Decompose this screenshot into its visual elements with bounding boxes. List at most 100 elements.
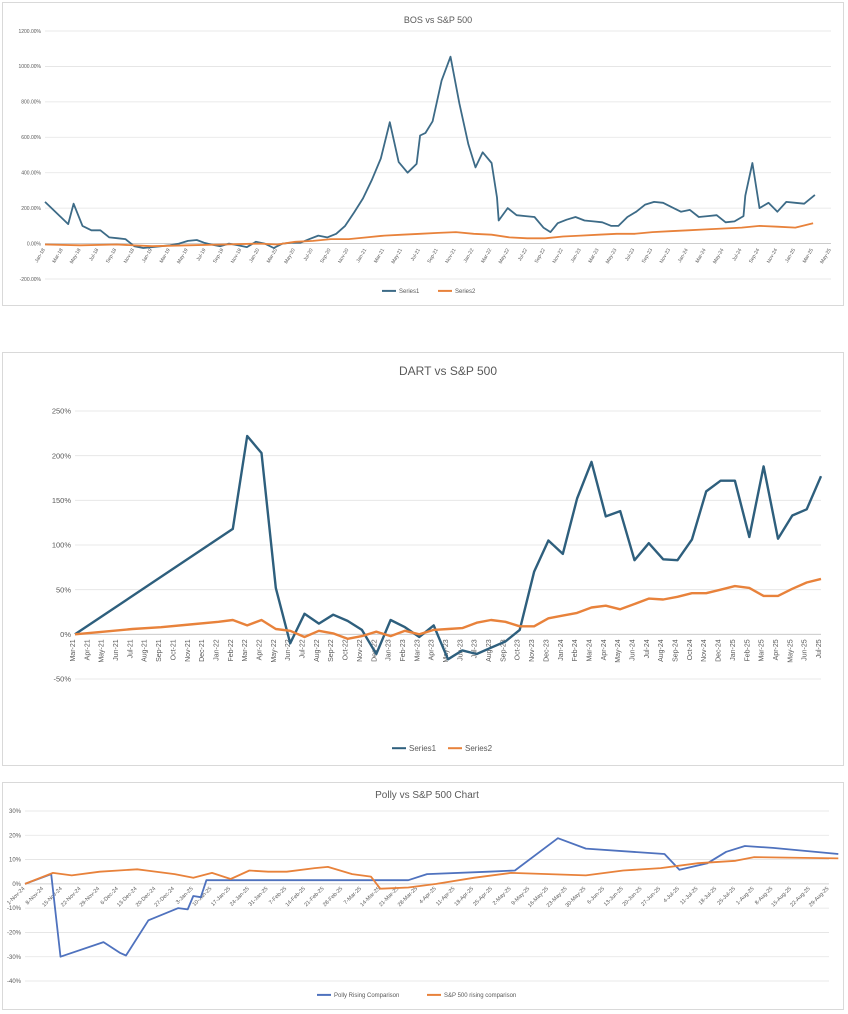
dart-y-tick-label: 100% xyxy=(52,541,72,550)
dart-x-tick-label: Mar-21 xyxy=(70,639,77,661)
polly-chart-panel[interactable]: Polly vs S&P 500 Chart -40% -30% -20% -10% 0%… xyxy=(2,782,844,1010)
dart-x-tick-label: Nov-22 xyxy=(357,639,364,662)
bos-x-tick-label: Mar-20 xyxy=(266,247,279,264)
dart-x-tick-label: Jul-21 xyxy=(127,639,134,658)
polly-chart-title: Polly vs S&P 500 Chart xyxy=(375,790,479,801)
bos-x-tick-label: Mar-23 xyxy=(587,247,600,264)
dart-x-tick-label: Jul-23 xyxy=(472,639,479,658)
polly-x-tick-label: 28-Mar-25 xyxy=(397,886,419,908)
dart-x-tick-label: Apr-25 xyxy=(773,639,780,660)
dart-y-tick-label: 150% xyxy=(52,496,72,505)
bos-x-tick-label: Sep-21 xyxy=(426,247,439,264)
dart-x-tick-label: Aug-21 xyxy=(142,639,149,662)
bos-x-tick-label: May-22 xyxy=(498,247,512,265)
bos-series-line-2[interactable] xyxy=(44,222,814,248)
polly-x-tick-label: 2-May-25 xyxy=(492,886,513,907)
polly-x-tick-label: 27-Dec-24 xyxy=(154,886,176,908)
bos-x-tick-label: Mar-25 xyxy=(802,247,815,264)
dart-x-tick-label: Jun-24 xyxy=(630,639,637,661)
bos-x-tick-label: Nov-21 xyxy=(444,247,457,264)
polly-y-tick-label: -20% xyxy=(7,931,22,937)
bos-x-tick-label: Jul-20 xyxy=(303,247,315,262)
dart-x-tick-label: Apr-24 xyxy=(601,639,608,660)
dart-legend-label: Series2 xyxy=(465,744,493,753)
bos-legend-label: Series2 xyxy=(455,289,476,295)
bos-x-tick-label: Mar-24 xyxy=(695,247,708,264)
dart-x-tick-label: Jan-22 xyxy=(213,639,220,661)
dart-series-line-1[interactable] xyxy=(74,434,823,661)
bos-chart-title: BOS vs S&P 500 xyxy=(404,15,472,25)
dart-x-tick-label: Nov-21 xyxy=(185,639,192,662)
dart-x-tick-label: Jan-23 xyxy=(386,639,393,661)
dart-x-tick-label: Oct-23 xyxy=(515,639,522,660)
bos-x-tick-label: Nov-24 xyxy=(766,247,779,264)
bos-chart: BOS vs S&P 500 -200.00% 0.00% 200.00% 400.00… xyxy=(18,15,832,295)
dart-y-tick-label: 250% xyxy=(52,407,72,416)
dart-x-tick-label: Mar-25 xyxy=(759,639,766,661)
dart-x-tick-label: Sep-21 xyxy=(156,639,163,662)
polly-x-tick-label: 25-Jul-25 xyxy=(716,886,736,906)
bos-x-tick-label: Jan-22 xyxy=(463,247,476,263)
polly-y-tick-label: -40% xyxy=(7,979,22,985)
dart-x-tick-label: Apr-22 xyxy=(257,639,264,660)
dart-x-tick-label: Sep-23 xyxy=(500,639,507,662)
bos-x-tick-label: Nov-19 xyxy=(230,247,243,264)
polly-x-tick-label: 1-Aug-25 xyxy=(735,886,755,906)
dart-x-tick-label: Feb-23 xyxy=(400,639,407,661)
bos-x-tick-label: Sep-18 xyxy=(105,247,118,264)
dart-x-tick-label: Nov-23 xyxy=(529,639,536,662)
polly-series-line-1[interactable] xyxy=(24,837,839,958)
bos-x-tick-label: Sep-23 xyxy=(641,247,654,264)
polly-x-tick-label: 1-Nov-24 xyxy=(6,886,26,906)
dart-x-tick-label: Apr-23 xyxy=(429,639,436,660)
dart-x-tick-label: Aug-22 xyxy=(314,639,321,662)
bos-x-tick-label: Sep-19 xyxy=(212,247,225,264)
dart-x-tick-label: Mar-24 xyxy=(586,639,593,661)
polly-x-tick-label: 29-Aug-25 xyxy=(808,886,830,908)
polly-y-tick-label: 10% xyxy=(9,858,22,864)
polly-x-tick-label: 29-Nov-24 xyxy=(79,886,101,908)
dart-chart-title: DART vs S&P 500 xyxy=(399,364,497,378)
bos-x-tick-label: Mar-22 xyxy=(480,247,493,264)
bos-y-tick-label: 1000.00% xyxy=(18,64,41,70)
dart-x-tick-label: Jul-22 xyxy=(300,639,307,658)
polly-series-line-2[interactable] xyxy=(24,856,839,890)
bos-x-tick-label: Jan-21 xyxy=(355,247,368,263)
dart-x-tick-label: Dec-23 xyxy=(543,639,550,662)
bos-x-tick-label: Jul-21 xyxy=(410,247,422,262)
polly-x-tick-label: 28-Feb-25 xyxy=(322,886,344,908)
bos-x-tick-label: Jan-18 xyxy=(34,247,47,263)
bos-x-tick-label: Jan-24 xyxy=(677,247,690,263)
dart-x-tick-label: Feb-24 xyxy=(572,639,579,661)
dart-x-tick-label: Jun-22 xyxy=(285,639,292,661)
bos-x-tick-label: Nov-18 xyxy=(123,247,136,264)
polly-y-tick-label: 0% xyxy=(12,882,21,888)
dart-x-tick-label: Dec-24 xyxy=(716,639,723,662)
dart-y-tick-label: 50% xyxy=(56,585,71,594)
bos-y-tick-label: 1200.00% xyxy=(18,29,41,35)
bos-chart-panel[interactable]: BOS vs S&P 500 -200.00% 0.00% 200.00% 400.00… xyxy=(2,2,844,306)
bos-y-tick-label: 200.00% xyxy=(21,206,41,212)
dart-series-line-2[interactable] xyxy=(74,577,822,640)
bos-x-tick-label: Jul-18 xyxy=(88,247,100,262)
dart-x-tick-label: Oct-21 xyxy=(170,639,177,660)
bos-x-tick-label: Jan-23 xyxy=(570,247,583,263)
dart-x-tick-label: Sep-24 xyxy=(673,639,680,662)
bos-legend-label: Series1 xyxy=(399,289,420,295)
bos-x-tick-label: Nov-20 xyxy=(337,247,350,264)
bos-series-line-1[interactable] xyxy=(44,55,816,249)
dart-chart-panel[interactable]: DART vs S&P 500 -50% 0% 50% 100% 150% 200% 250%… xyxy=(2,352,844,766)
polly-y-tick-label: 30% xyxy=(9,809,22,815)
bos-x-tick-label: Nov-22 xyxy=(552,247,565,264)
dart-x-tick-label: Feb-25 xyxy=(744,639,751,661)
bos-y-tick-label: 400.00% xyxy=(21,170,41,176)
dart-x-tick-label: Dec-21 xyxy=(199,639,206,662)
polly-x-tick-label: 18-Jul-25 xyxy=(698,886,718,906)
dart-y-tick-label: 200% xyxy=(52,451,72,460)
bos-x-tick-label: Jul-22 xyxy=(517,247,529,262)
bos-x-tick-label: May-19 xyxy=(176,247,190,265)
bos-x-tick-label: Sep-24 xyxy=(748,247,761,264)
dart-x-tick-label: Aug-24 xyxy=(658,639,665,662)
bos-y-tick-label: 600.00% xyxy=(21,135,41,141)
bos-x-tick-label: May-18 xyxy=(69,247,83,265)
